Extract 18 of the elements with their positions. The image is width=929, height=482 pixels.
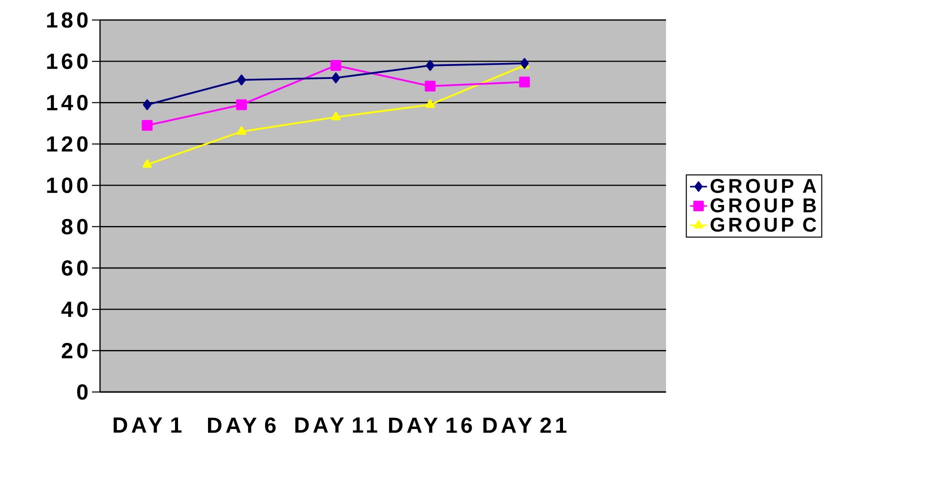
y-tick-label: 60: [62, 260, 88, 276]
y-tick-label: 180: [47, 12, 88, 28]
legend-label: GROUP A: [710, 178, 816, 193]
y-tick-label: 140: [47, 94, 88, 110]
y-tick-label: 40: [61, 302, 88, 318]
x-tick-label: DAY 6: [208, 417, 276, 434]
y-tick-label: 80: [62, 218, 88, 234]
x-tick-label: DAY 11: [295, 418, 378, 433]
y-tick-label: 20: [62, 342, 88, 358]
x-tick-label: DAY 21: [483, 417, 566, 433]
legend-label: GROUP B: [710, 198, 816, 212]
y-tick-label: 120: [47, 136, 88, 152]
y-tick-label: 0: [77, 384, 88, 400]
legend-label: GROUP C: [710, 218, 816, 232]
y-tick-label: 160: [47, 54, 88, 70]
y-tick-label: 100: [47, 178, 88, 194]
x-tick-label: DAY 1: [114, 418, 182, 433]
x-tick-label: DAY 16: [389, 417, 472, 434]
